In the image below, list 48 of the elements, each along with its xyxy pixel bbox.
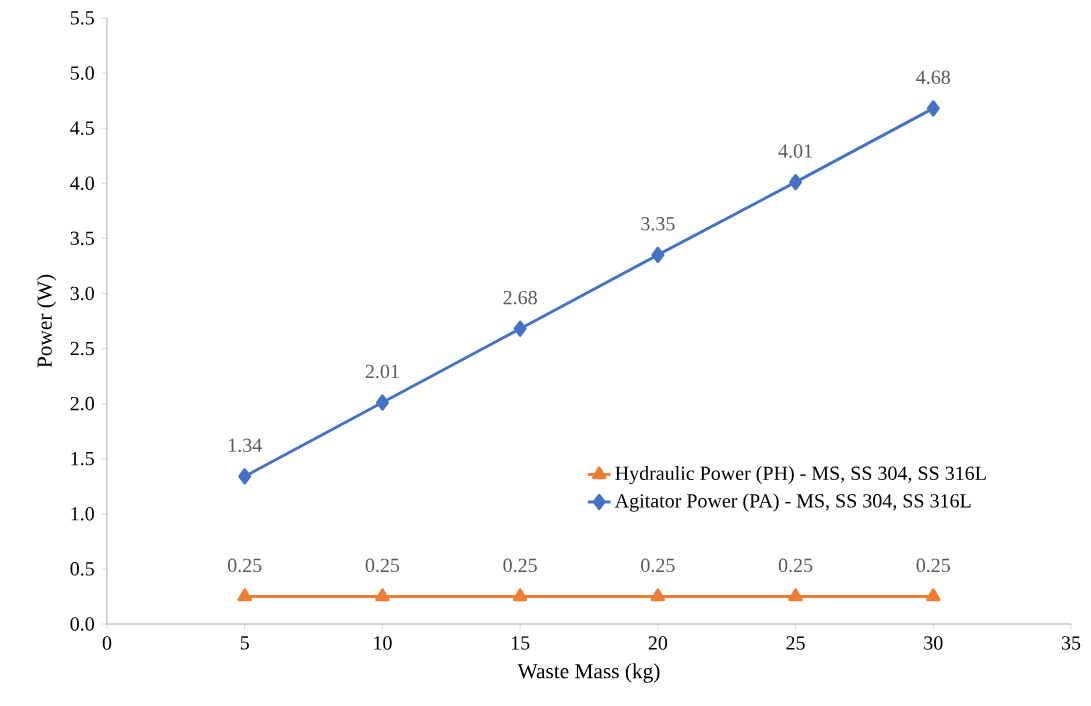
point [375, 394, 389, 411]
point [650, 588, 666, 602]
y-tick-label: 2.0 [70, 396, 94, 411]
x-tick-label: 0 [102, 636, 112, 650]
x-tick-label: 30 [924, 636, 943, 650]
y-tick-label: 2.5 [70, 341, 94, 356]
y-tick-label: 1.0 [71, 507, 94, 521]
data-label: 4.01 [778, 144, 812, 158]
data-label: 0.25 [916, 558, 951, 573]
y-tick-label: 5.0 [70, 66, 94, 80]
data-label: 1.34 [228, 438, 262, 453]
point [238, 468, 252, 485]
point [926, 100, 940, 117]
legend-label: Hydraulic Power (PH) - MS, SS 304, SS 316L [615, 465, 986, 485]
data-label: 0.25 [503, 558, 537, 573]
y-tick-label: 1.5 [71, 451, 94, 466]
y-tick-label: 0.0 [70, 617, 94, 631]
point [789, 174, 803, 191]
x-tick-label: 25 [786, 636, 805, 650]
x-tick-label: 20 [648, 636, 668, 650]
y-tick-label: 4.0 [70, 176, 94, 191]
x-tick-label: 5 [240, 636, 249, 650]
x-axis-title: Waste Mass (kg) [517, 663, 660, 683]
x-tick-label: 15 [511, 636, 530, 650]
y-tick-label: 4.5 [70, 121, 94, 135]
y-tick-label: 3.0 [70, 286, 94, 301]
data-label: 4.68 [916, 70, 951, 85]
point [375, 588, 390, 602]
point [513, 320, 527, 337]
y-tick-label: 3.5 [70, 231, 94, 246]
point [926, 588, 941, 602]
data-label: 0.25 [778, 558, 813, 573]
data-label: 3.35 [641, 217, 675, 231]
data-label: 2.01 [365, 364, 399, 379]
x-tick-label: 10 [374, 636, 392, 650]
y-tick-label: 5.5 [70, 11, 94, 25]
point [237, 588, 252, 602]
y-tick-label: 0.5 [70, 562, 94, 576]
point [512, 588, 528, 602]
point [788, 588, 803, 602]
data-label: 2.68 [503, 290, 537, 305]
data-label: 0.25 [227, 558, 262, 573]
x-tick-label: 35 [1061, 636, 1081, 650]
y-axis-title: Power (W) [36, 274, 57, 368]
data-label: 0.25 [641, 558, 675, 573]
legend-label: Agitator Power (PA) - MS, SS 304, SS 316L [614, 493, 971, 512]
point [651, 246, 665, 264]
data-label: 0.25 [365, 558, 400, 573]
